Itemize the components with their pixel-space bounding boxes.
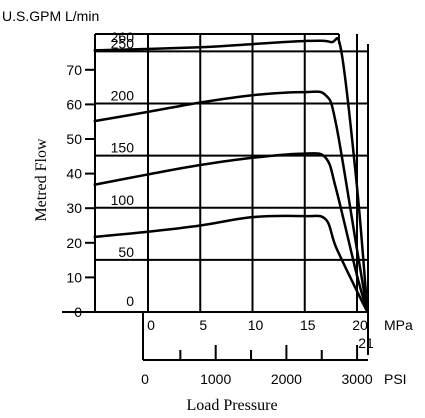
- y-tick-label-gpm-30: 30: [66, 200, 82, 216]
- x-tick-label-mpa-21: 21: [358, 335, 374, 351]
- y-tick-label-lmin-0: 0: [126, 293, 134, 309]
- y-tick-label-lmin-200: 200: [111, 88, 135, 104]
- x-tick-label-mpa-0: 0: [147, 317, 155, 333]
- x-tick-label-psi-1000: 1000: [200, 371, 231, 387]
- y-tick-label-gpm-70: 70: [66, 62, 82, 78]
- y-tick-label-gpm-20: 20: [66, 235, 82, 251]
- x-tick-label-psi-0: 0: [141, 371, 149, 387]
- y-tick-label-gpm-60: 60: [66, 96, 82, 112]
- y-tick-label-lmin-100: 100: [111, 192, 135, 208]
- flow-curve-3: [93, 152, 369, 313]
- x-tick-label-mpa-10: 10: [248, 317, 264, 333]
- flow-curve-2: [93, 90, 369, 313]
- x-unit-mpa: MPa: [384, 317, 413, 333]
- y-tick-label-gpm-10: 10: [66, 269, 82, 285]
- y-axis-label: Metred Flow: [33, 138, 50, 222]
- y-tick-label-gpm-0: 0: [74, 304, 82, 320]
- flow-curve-1: [93, 37, 369, 313]
- x-axis-label: Load Pressure: [186, 397, 277, 414]
- x-tick-label-mpa-15: 15: [300, 317, 316, 333]
- y-tick-label-lmin-50: 50: [118, 244, 134, 260]
- units-header: U.S.GPM L/min: [2, 8, 99, 24]
- x-tick-label-mpa-5: 5: [199, 317, 207, 333]
- x-tick-label-mpa-20: 20: [352, 317, 368, 333]
- y-tick-label-lmin-260: 260: [111, 29, 135, 45]
- x-tick-label-psi-2000: 2000: [271, 371, 302, 387]
- y-tick-label-gpm-50: 50: [66, 131, 82, 147]
- flow-curve-4: [93, 214, 369, 313]
- y-tick-label-lmin-250: 250: [111, 35, 135, 51]
- x-unit-psi: PSI: [384, 371, 407, 387]
- y-tick-label-lmin-150: 150: [111, 140, 135, 156]
- y-tick-label-gpm-40: 40: [66, 166, 82, 182]
- x-tick-label-psi-3000: 3000: [342, 371, 373, 387]
